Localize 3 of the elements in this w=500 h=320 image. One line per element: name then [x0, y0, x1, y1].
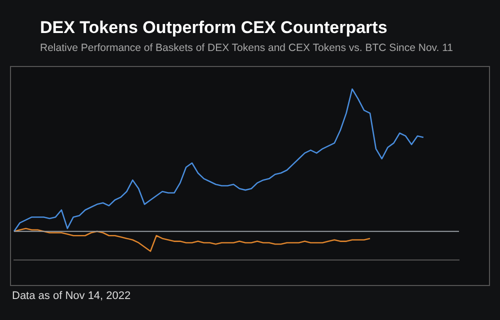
chart-title: DEX Tokens Outperform CEX Counterparts [40, 18, 388, 38]
text: Data as of Nov 14, 2022 [12, 290, 131, 302]
chart-subtitle: Relative Performance of Baskets of DEX Tokens and CEX Tokens vs. BTC Since Nov. 11 [40, 42, 453, 54]
